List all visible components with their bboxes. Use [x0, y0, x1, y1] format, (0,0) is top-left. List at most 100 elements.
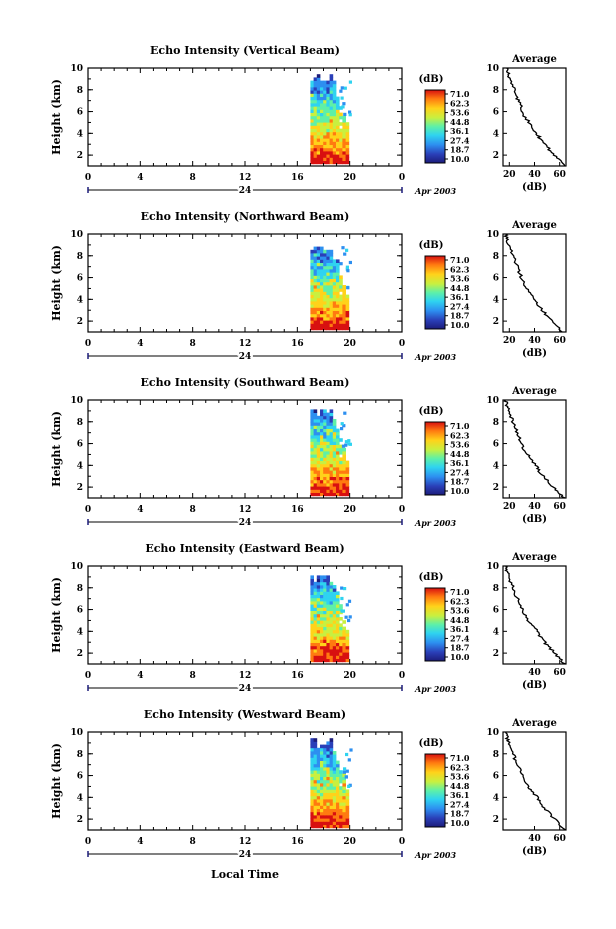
echo-cell	[329, 604, 334, 608]
echo-cell	[339, 642, 343, 647]
x-tick-label: 8	[190, 505, 196, 515]
echo-cell	[342, 786, 346, 790]
echo-cell	[326, 412, 330, 417]
echo-cell	[310, 821, 314, 825]
echo-cell	[336, 122, 340, 126]
echo-cell	[336, 604, 340, 608]
echo-cell	[310, 310, 314, 315]
echo-cell	[342, 307, 346, 311]
echo-cell	[339, 326, 343, 331]
y-tick-label: 2	[77, 483, 83, 493]
echo-cell	[323, 821, 327, 825]
echo-cell	[329, 307, 334, 311]
echo-cell	[329, 115, 334, 120]
echo-cell	[326, 288, 330, 292]
x-tick-label: 0	[85, 671, 91, 681]
echo-cell	[320, 763, 324, 768]
echo-cell	[332, 786, 337, 790]
echo-cell	[323, 613, 327, 618]
y-tick-label: 10	[70, 562, 83, 572]
echo-cell	[320, 438, 324, 442]
echo-cell	[332, 649, 337, 653]
echo-cell	[345, 128, 350, 133]
echo-cell	[339, 486, 343, 490]
echo-cell	[339, 795, 343, 800]
echo-cell	[320, 792, 324, 797]
echo-cell	[313, 479, 318, 484]
echo-cell	[310, 87, 314, 91]
echo-cells	[310, 409, 352, 497]
echo-cell	[336, 779, 340, 784]
echo-cell	[323, 160, 327, 165]
echo-cell	[345, 460, 350, 465]
echo-cell	[320, 125, 324, 129]
echo-cell	[326, 422, 330, 426]
echo-cell	[316, 779, 321, 784]
echo-cell	[310, 581, 314, 586]
echo-cell	[329, 617, 334, 621]
average-x-tick-label: 20	[503, 336, 516, 346]
echo-cell	[320, 811, 324, 816]
echo-cell	[332, 767, 337, 771]
echo-cell	[326, 265, 330, 270]
echo-cell	[339, 297, 343, 302]
echo-cell	[326, 96, 330, 101]
colorbar-tick-label: 27.4	[450, 135, 470, 145]
echo-cell	[310, 115, 314, 120]
echo-cell	[329, 141, 334, 145]
echo-cell	[339, 639, 343, 643]
echo-cell	[340, 96, 344, 100]
echo-cell	[323, 438, 327, 442]
echo-cell	[310, 594, 314, 599]
echo-cell	[342, 323, 346, 327]
echo-cell	[316, 776, 321, 781]
echo-cell	[332, 144, 337, 149]
echo-cell	[323, 288, 327, 292]
echo-cell	[323, 125, 327, 129]
echo-cell	[320, 90, 324, 94]
echo-cell	[329, 106, 334, 110]
echo-cell	[346, 286, 350, 290]
y-axis-label: Height (km)	[50, 743, 63, 819]
echo-cell	[332, 594, 337, 599]
echo-cell	[329, 492, 334, 497]
echo-cell	[336, 125, 340, 129]
echo-cell	[316, 256, 321, 260]
echo-cell	[345, 160, 350, 165]
echo-cell	[323, 473, 327, 477]
y-tick-label: 10	[70, 230, 83, 240]
echo-cell	[310, 578, 314, 583]
echo-cell	[323, 444, 327, 449]
echo-cell	[336, 617, 340, 621]
echo-cell	[329, 629, 334, 634]
echo-cell	[323, 483, 327, 487]
echo-cell	[342, 144, 346, 149]
echo-cell	[332, 457, 337, 461]
echo-cell	[320, 447, 324, 452]
echo-cell	[326, 623, 330, 627]
echo-cell	[329, 438, 334, 442]
echo-cell	[326, 425, 330, 429]
average-title: Average	[511, 54, 557, 65]
echo-cell	[320, 288, 324, 292]
colorbar	[424, 421, 446, 496]
echo-cell	[313, 747, 318, 752]
echo-cell	[313, 460, 318, 465]
echo-cell	[332, 620, 337, 624]
echo-cell	[332, 652, 337, 656]
echo-cell	[316, 597, 321, 602]
month-year-label: Apr 2003	[414, 684, 457, 694]
echo-cell	[342, 776, 346, 781]
echo-cell	[336, 435, 340, 439]
echo-cell	[336, 288, 340, 292]
echo-cell	[323, 323, 327, 327]
echo-cell	[313, 757, 318, 761]
echo-cell	[310, 412, 314, 417]
echo-cell	[336, 629, 340, 634]
echo-cell	[320, 747, 324, 752]
echo-cell	[336, 591, 340, 595]
echo-cell	[320, 141, 324, 145]
echo-cell	[320, 486, 324, 490]
echo-cell	[332, 585, 337, 589]
echo-cell	[332, 135, 337, 139]
